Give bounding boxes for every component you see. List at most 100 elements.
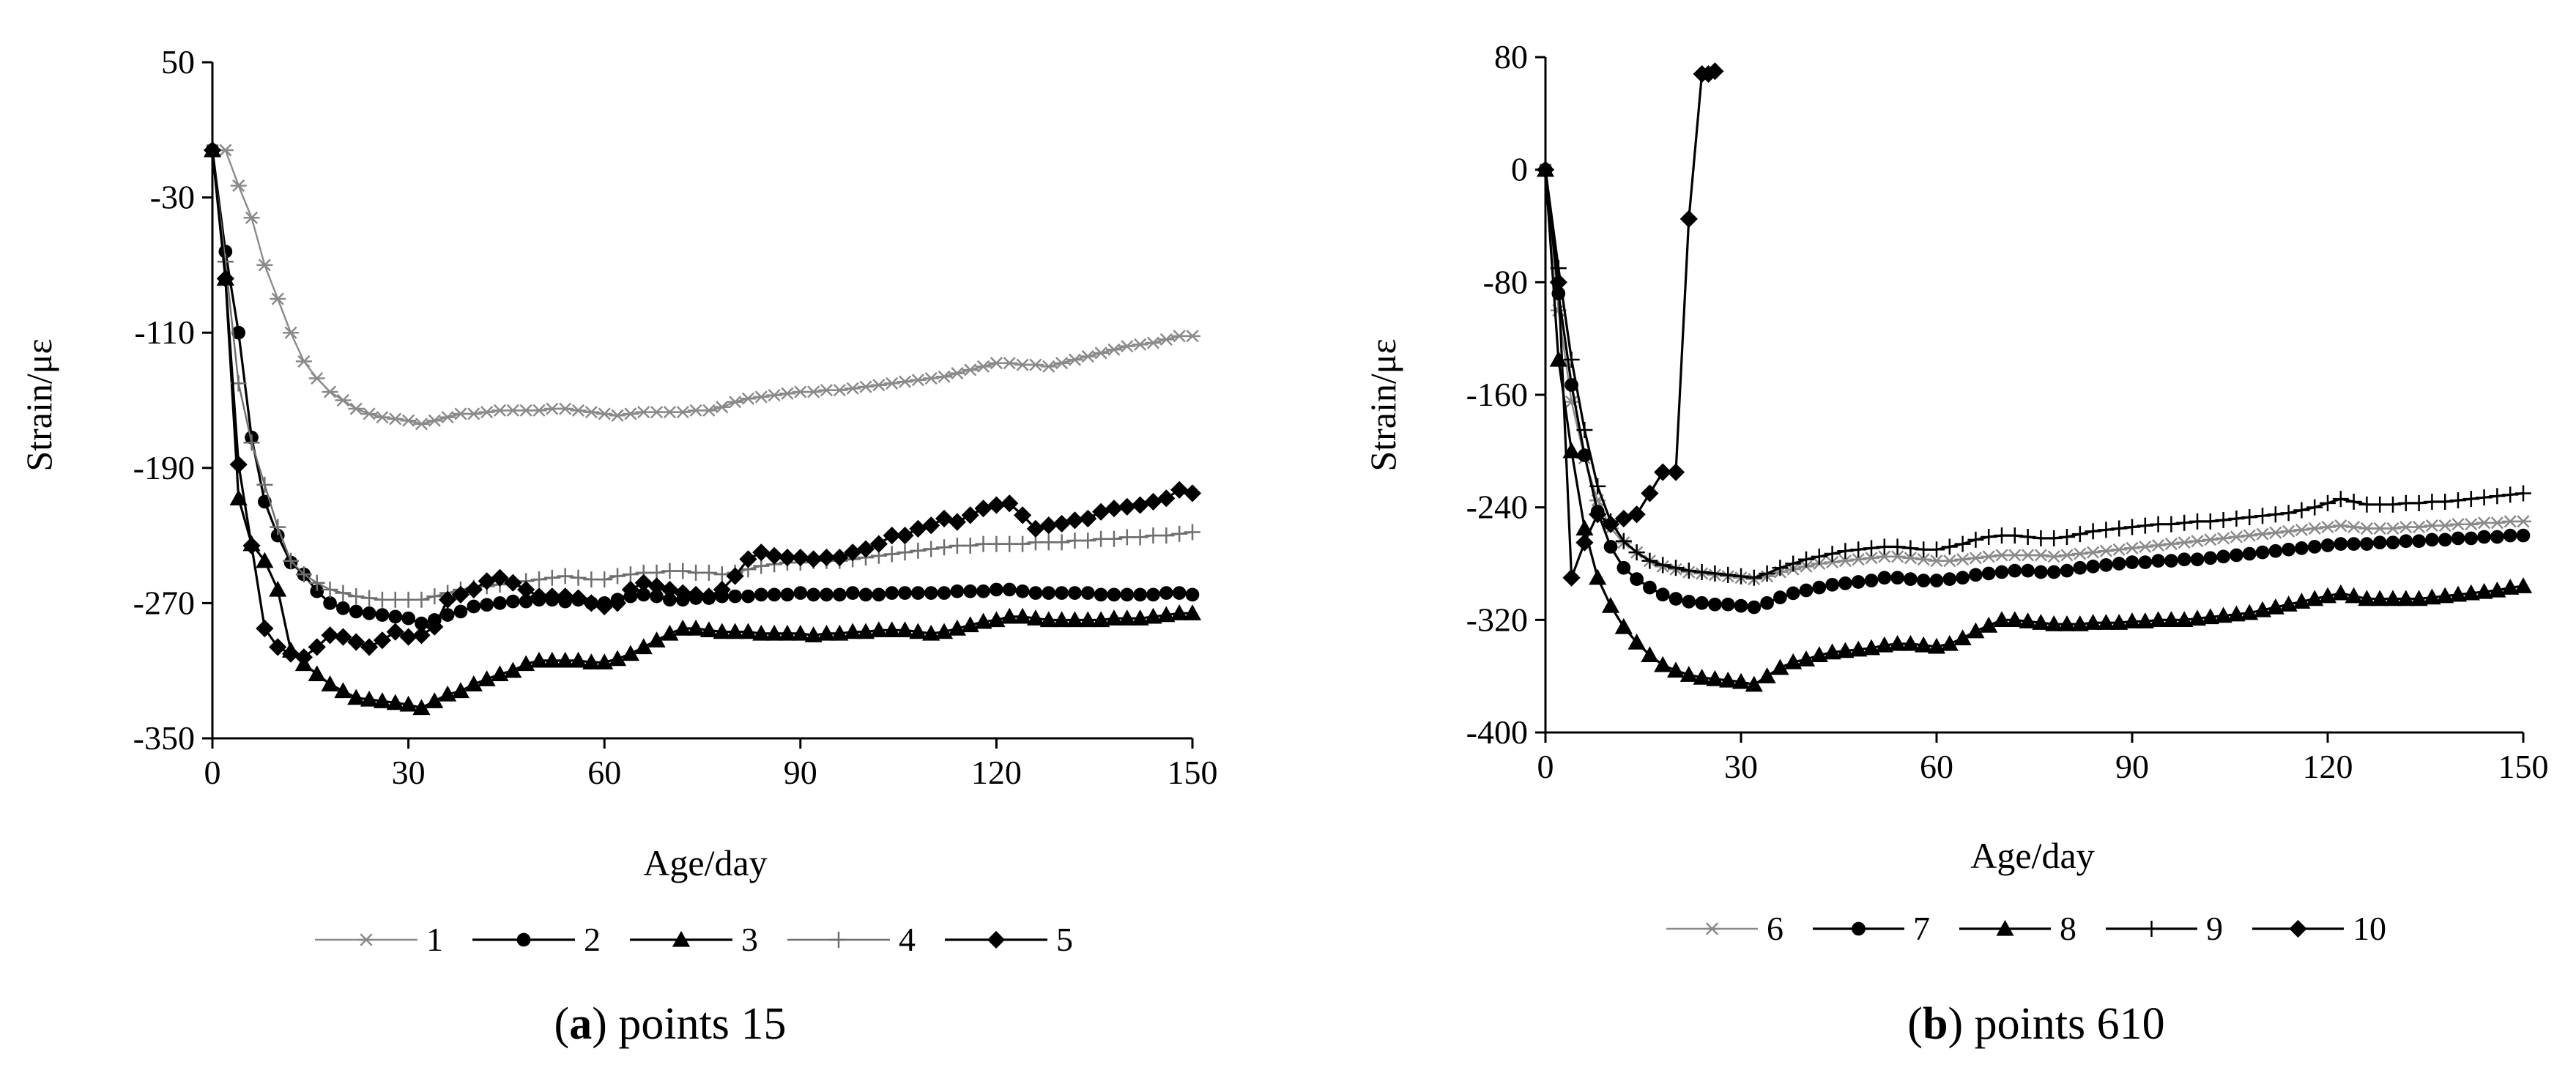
a-series-1-point xyxy=(1040,360,1057,373)
b-series-10-point xyxy=(1679,209,1698,228)
a-series-3-point xyxy=(1131,609,1149,626)
b-series-7-point xyxy=(2320,538,2335,552)
a-legend-label: 3 xyxy=(741,921,758,958)
a-series-2-point xyxy=(1015,584,1030,598)
a-series-3-point xyxy=(634,638,653,655)
b-series-6-point xyxy=(2345,520,2362,534)
b-series-9-point xyxy=(2137,517,2153,534)
a-series-3-point xyxy=(674,619,692,636)
a-series-5-point xyxy=(1157,489,1176,508)
a-series-3-point xyxy=(869,621,888,637)
b-series-8-point xyxy=(1784,653,1803,669)
b-xtick-label: 120 xyxy=(2303,748,2353,785)
b-series-8-point xyxy=(2097,614,2115,630)
a-series-3-point xyxy=(726,623,744,639)
b-series-7-point xyxy=(1969,568,1983,582)
a-series-3-point xyxy=(713,623,731,639)
b-series-8-point xyxy=(2019,612,2037,628)
a-series-4-point xyxy=(596,571,613,588)
b-series-7-point xyxy=(1630,572,1644,586)
b-series-8-point xyxy=(1731,672,1751,689)
a-series-1-line xyxy=(212,149,1192,426)
b-series-9-point xyxy=(1759,565,1775,582)
a-legend-marker xyxy=(358,933,374,946)
a-series-1-point xyxy=(400,414,417,427)
b-series-6-point xyxy=(1837,554,1854,568)
a-series-2-point xyxy=(885,586,899,600)
b-series-9-point xyxy=(2293,502,2310,519)
a-series-2-point xyxy=(1094,587,1108,602)
a-series-1-point xyxy=(1184,330,1200,343)
b-series-8-point xyxy=(1980,616,1998,633)
b-series-7-point xyxy=(2177,552,2191,567)
a-series-3-point xyxy=(844,623,862,639)
b-legend-marker xyxy=(2289,919,2307,938)
b-series-8-point xyxy=(1875,636,1893,653)
a-series-2-point xyxy=(636,587,651,602)
b-series-8-point xyxy=(1915,636,1933,653)
b-series-7-point xyxy=(1578,448,1592,462)
a-series-4-point xyxy=(962,537,979,554)
b-series-7-point xyxy=(2477,530,2491,544)
a-series-5-point xyxy=(726,567,744,585)
b-series-8-point xyxy=(1836,642,1855,658)
b-series-7-point xyxy=(2138,555,2153,569)
a-series-3-point xyxy=(1144,607,1162,624)
b-series-6-point xyxy=(2071,547,2088,560)
b-series-7-point xyxy=(2151,554,2165,568)
b-series-8-point xyxy=(2253,601,2272,617)
b-series-9-point xyxy=(2215,511,2232,528)
a-series-3-point xyxy=(1118,609,1136,626)
a-series-2-point xyxy=(976,584,990,598)
a-series-2-point xyxy=(898,586,912,600)
a-series-4-point xyxy=(883,546,900,563)
b-legend-item-9: 9 xyxy=(2106,910,2223,947)
b-series-6-point xyxy=(2385,522,2401,535)
a-series-4-point xyxy=(1053,534,1070,551)
a-series-4-point xyxy=(531,571,547,588)
a-legend-item-2: 2 xyxy=(472,921,601,958)
a-series-2-point xyxy=(415,616,428,631)
a-series-4-point xyxy=(1171,525,1188,542)
b-series-7-point xyxy=(1669,592,1683,606)
a-series-2-point xyxy=(388,609,403,624)
a-series-3-point xyxy=(229,489,248,506)
b-series-7-point xyxy=(2125,555,2139,569)
a-series-4-point xyxy=(622,566,639,583)
b-series-9-point xyxy=(1707,565,1723,582)
a-series-5-point xyxy=(582,594,601,612)
a-series-4-point xyxy=(308,574,325,591)
a-series-5-point xyxy=(1170,481,1189,499)
b-series-7-point xyxy=(2216,549,2230,564)
b-series-9-point xyxy=(1889,538,1906,555)
b-series-6-point xyxy=(2320,520,2336,534)
b-series-7-point xyxy=(2203,551,2218,565)
b-series-6-point xyxy=(2410,520,2427,534)
b-series-8-point xyxy=(2032,614,2050,630)
a-series-2-point xyxy=(754,587,768,602)
a-series-3-point xyxy=(334,682,352,699)
b-ytick-label: 80 xyxy=(1494,38,1528,75)
b-series-6-point xyxy=(2280,524,2297,538)
b-series-9-point xyxy=(2254,508,2271,524)
a-series-3-point xyxy=(478,670,496,686)
a-series-2-point xyxy=(349,604,363,619)
b-legend-label: 9 xyxy=(2206,910,2223,947)
b-series-7-point xyxy=(1747,600,1762,615)
b-series-9-point xyxy=(1693,564,1710,581)
b-series-7-point xyxy=(1956,571,1970,585)
a-series-4-point xyxy=(570,569,587,586)
a-series-3-point xyxy=(504,661,522,678)
b-series-6-point xyxy=(2515,515,2531,528)
b-series-7-point xyxy=(1825,577,1839,592)
a-series-2-point xyxy=(793,586,808,600)
b-xtick-label: 150 xyxy=(2498,748,2549,785)
b-series-8-point xyxy=(2227,605,2246,622)
a-series-1-point xyxy=(779,387,795,400)
a-series-1-point xyxy=(439,410,456,424)
a-series-2-point xyxy=(1107,587,1121,602)
a-series-1-point xyxy=(374,410,390,424)
a-series-4 xyxy=(204,141,1200,608)
a-ytick-label: -270 xyxy=(133,584,195,621)
b-series-8-point xyxy=(2449,585,2468,602)
